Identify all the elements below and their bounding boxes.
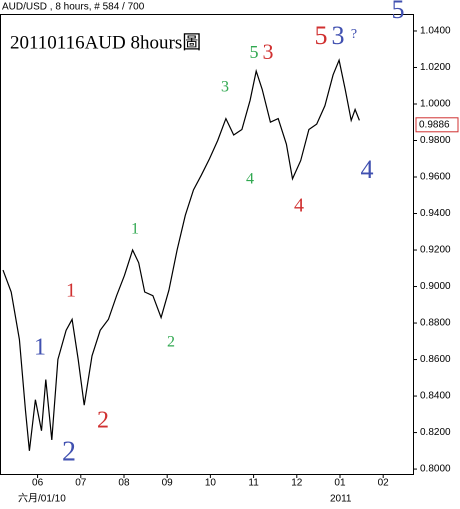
price-line (2, 58, 360, 451)
x-tick-label: 11 (248, 478, 259, 489)
x-tick-label: 09 (162, 478, 174, 489)
x-tick-label: 10 (205, 478, 217, 489)
x-sub-label: 2011 (330, 494, 352, 505)
y-tick-label: 0.9000 (420, 281, 451, 292)
wave-label: 2 (97, 408, 109, 434)
wave-label: 1 (34, 335, 46, 361)
y-tick-label: 0.8000 (420, 464, 451, 475)
wave-label: ? (351, 27, 357, 42)
y-tick-label: 0.9400 (420, 208, 451, 219)
x-tick-label: 12 (291, 478, 303, 489)
wave-label: 5 (250, 42, 259, 62)
x-sub-label: 六月/01/10 (18, 493, 66, 505)
y-tick-label: 0.9200 (420, 245, 451, 256)
wave-label: 2 (167, 334, 175, 351)
wave-label: 4 (361, 155, 374, 184)
x-tick-label: 08 (118, 478, 130, 489)
y-tick-label: 0.9600 (420, 172, 451, 183)
x-tick-label: 02 (378, 478, 390, 489)
plot-frame (0, 14, 414, 475)
y-tick-label: 1.0400 (420, 26, 451, 37)
wave-label: 1 (131, 221, 139, 238)
wave-label: 1 (66, 280, 76, 302)
y-tick-label: 0.8600 (420, 354, 451, 365)
wave-label: 4 (294, 195, 304, 217)
wave-label: 2 (62, 436, 76, 467)
y-tick-label: 1.0000 (420, 99, 451, 110)
wave-label: 3 (221, 79, 229, 96)
last-price-box (415, 117, 459, 133)
wave-label: 5 (392, 0, 405, 24)
chart-title: 20110116AUD 8hours圖 (10, 32, 201, 53)
y-tick-label: 0.9800 (420, 135, 451, 146)
y-tick-label: 0.8200 (420, 427, 451, 438)
x-tick-label: 06 (32, 478, 44, 489)
chart-header: AUD/USD , 8 hours, # 584 / 700 (2, 2, 145, 13)
y-tick-label: 1.0200 (420, 62, 451, 73)
wave-label: 5 (315, 21, 328, 50)
wave-label: 3 (263, 39, 274, 64)
y-tick-label: 0.8800 (420, 318, 451, 329)
x-tick-label: 07 (75, 478, 87, 489)
x-tick-label: 01 (334, 478, 346, 489)
wave-label: 3 (332, 21, 345, 50)
wave-label: 4 (246, 171, 254, 188)
last-price-label: 0.9886 (419, 119, 450, 130)
y-tick-label: 0.8400 (420, 391, 451, 402)
